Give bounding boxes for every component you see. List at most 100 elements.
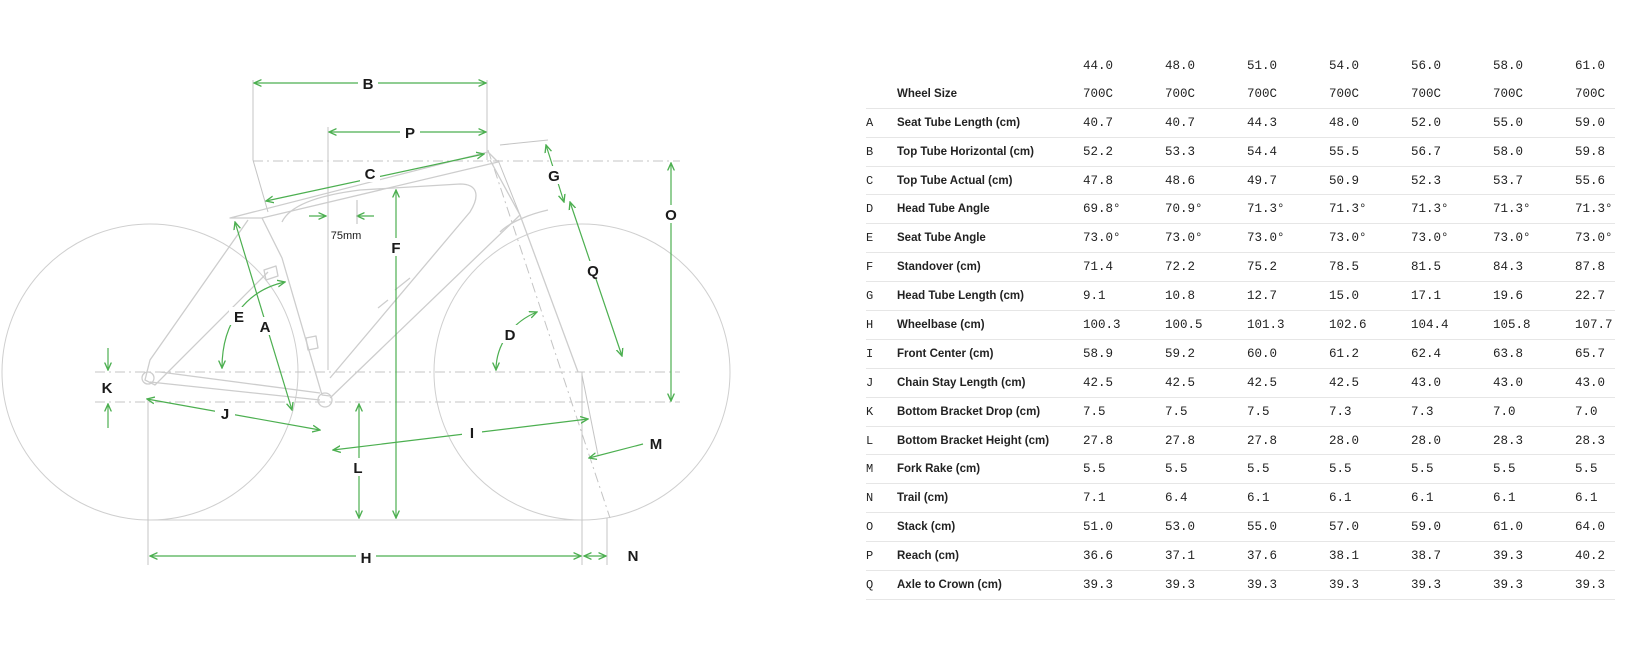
table-cell: 7.5 <box>1165 397 1247 427</box>
table-cell: 78.5 <box>1329 252 1411 283</box>
dim-I <box>333 419 588 450</box>
table-cell: 700C <box>1083 79 1165 109</box>
label-L: L <box>353 460 362 477</box>
row-letter: C <box>866 166 897 196</box>
table-cell: 5.5 <box>1247 454 1329 485</box>
row-letter: K <box>866 397 897 427</box>
table-cell: 5.5 <box>1083 454 1165 485</box>
row-label: Top Tube Actual (cm) <box>897 166 1083 196</box>
table-cell: 39.3 <box>1329 570 1411 600</box>
table-cell: 15.0 <box>1329 281 1411 312</box>
table-cell: 84.3 <box>1493 252 1575 283</box>
label-I: I <box>470 425 474 442</box>
table-cell: 105.8 <box>1493 310 1575 340</box>
table-cell: 75.2 <box>1247 252 1329 283</box>
table-cell: 73.0° <box>1575 223 1615 254</box>
table-cell: 53.7 <box>1493 166 1575 196</box>
table-cell: 71.3° <box>1411 194 1493 225</box>
table-cell: 40.7 <box>1165 108 1247 138</box>
table-cell: 55.0 <box>1493 108 1575 138</box>
frame-size-3: 54.0 <box>1329 58 1360 73</box>
table-cell: 87.8 <box>1575 252 1615 283</box>
table-cell: 40.2 <box>1575 541 1615 572</box>
row-label: Fork Rake (cm) <box>897 454 1083 485</box>
table-cell: 71.3° <box>1575 194 1615 225</box>
table-cell: 55.0 <box>1247 512 1329 543</box>
table-cell: 5.5 <box>1575 454 1615 485</box>
table-cell: 27.8 <box>1165 426 1247 456</box>
row-label: Top Tube Horizontal (cm) <box>897 137 1083 167</box>
table-cell: 63.8 <box>1493 339 1575 369</box>
table-cell: 69.8° <box>1083 194 1165 225</box>
label-N: N <box>628 548 639 565</box>
label-B: B <box>363 76 374 93</box>
table-cell: 27.8 <box>1247 426 1329 456</box>
table-cell: 43.0 <box>1575 368 1615 398</box>
table-cell: 100.5 <box>1165 310 1247 340</box>
table-row: O Stack (cm) 51.0 53.0 55.0 57.0 59.0 61.0 64.0 <box>866 512 1615 543</box>
frame-size-0: 44.0 <box>1083 58 1114 73</box>
row-label: Stack (cm) <box>897 512 1083 543</box>
header-label-cell <box>897 52 1083 80</box>
table-cell: 59.0 <box>1411 512 1493 543</box>
label-G: G <box>548 168 560 185</box>
label-A: A <box>260 319 271 336</box>
label-K: K <box>102 380 113 397</box>
table-cell: 71.3° <box>1493 194 1575 225</box>
table-cell: 52.0 <box>1411 108 1493 138</box>
table-cell: 59.2 <box>1165 339 1247 369</box>
table-cell: 7.5 <box>1083 397 1165 427</box>
table-cell: 39.3 <box>1493 541 1575 572</box>
row-label: Front Center (cm) <box>897 339 1083 369</box>
table-row: A Seat Tube Length (cm) 40.7 40.7 44.3 48.0 52… <box>866 108 1615 138</box>
table-cell: 53.3 <box>1165 137 1247 167</box>
table-cell: 73.0° <box>1493 223 1575 254</box>
row-label: Bottom Bracket Height (cm) <box>897 426 1083 456</box>
table-cell: 42.5 <box>1329 368 1411 398</box>
table-cell: 50.9 <box>1329 166 1411 196</box>
label-75mm: 75mm <box>331 230 362 242</box>
table-cell: 43.0 <box>1493 368 1575 398</box>
table-cell: 9.1 <box>1083 281 1165 312</box>
table-cell: 27.8 <box>1083 426 1165 456</box>
table-cell: 58.0 <box>1493 137 1575 167</box>
table-cell: 72.2 <box>1165 252 1247 283</box>
label-J: J <box>221 406 229 423</box>
table-cell: 700C <box>1493 79 1575 109</box>
table-cell: 44.3 <box>1247 108 1329 138</box>
row-letter: N <box>866 483 897 514</box>
table-cell: 42.5 <box>1165 368 1247 398</box>
table-cell: 700C <box>1165 79 1247 109</box>
row-letter <box>866 79 897 109</box>
geometry-table: 44.0 48.0 51.0 54.0 56.0 58.0 61.0 Wheel Size 70… <box>866 52 1615 600</box>
table-cell: 6.1 <box>1493 483 1575 514</box>
table-cell: 700C <box>1575 79 1615 109</box>
table-cell: 6.1 <box>1329 483 1411 514</box>
table-cell: 37.1 <box>1165 541 1247 572</box>
row-label: Head Tube Angle <box>897 194 1083 225</box>
table-cell: 42.5 <box>1247 368 1329 398</box>
table-cell: 107.7 <box>1575 310 1615 340</box>
label-C: C <box>365 166 376 183</box>
table-cell: 38.7 <box>1411 541 1493 572</box>
table-cell: 51.0 <box>1083 512 1165 543</box>
table-cell: 6.1 <box>1247 483 1329 514</box>
table-cell: 7.1 <box>1083 483 1165 514</box>
frame-size-5: 58.0 <box>1493 58 1524 73</box>
table-cell: 42.5 <box>1083 368 1165 398</box>
dimension-lines <box>108 83 671 556</box>
table-cell: 5.5 <box>1411 454 1493 485</box>
row-label: Head Tube Length (cm) <box>897 281 1083 312</box>
table-cell: 39.3 <box>1575 570 1615 600</box>
table-cell: 101.3 <box>1247 310 1329 340</box>
table-cell: 55.5 <box>1329 137 1411 167</box>
table-cell: 38.1 <box>1329 541 1411 572</box>
table-cell: 73.0° <box>1329 223 1411 254</box>
row-letter: J <box>866 368 897 398</box>
table-cell: 60.0 <box>1247 339 1329 369</box>
label-D: D <box>505 327 516 344</box>
row-letter: F <box>866 252 897 283</box>
row-label: Standover (cm) <box>897 252 1083 283</box>
label-P: P <box>405 125 415 142</box>
table-cell: 104.4 <box>1411 310 1493 340</box>
